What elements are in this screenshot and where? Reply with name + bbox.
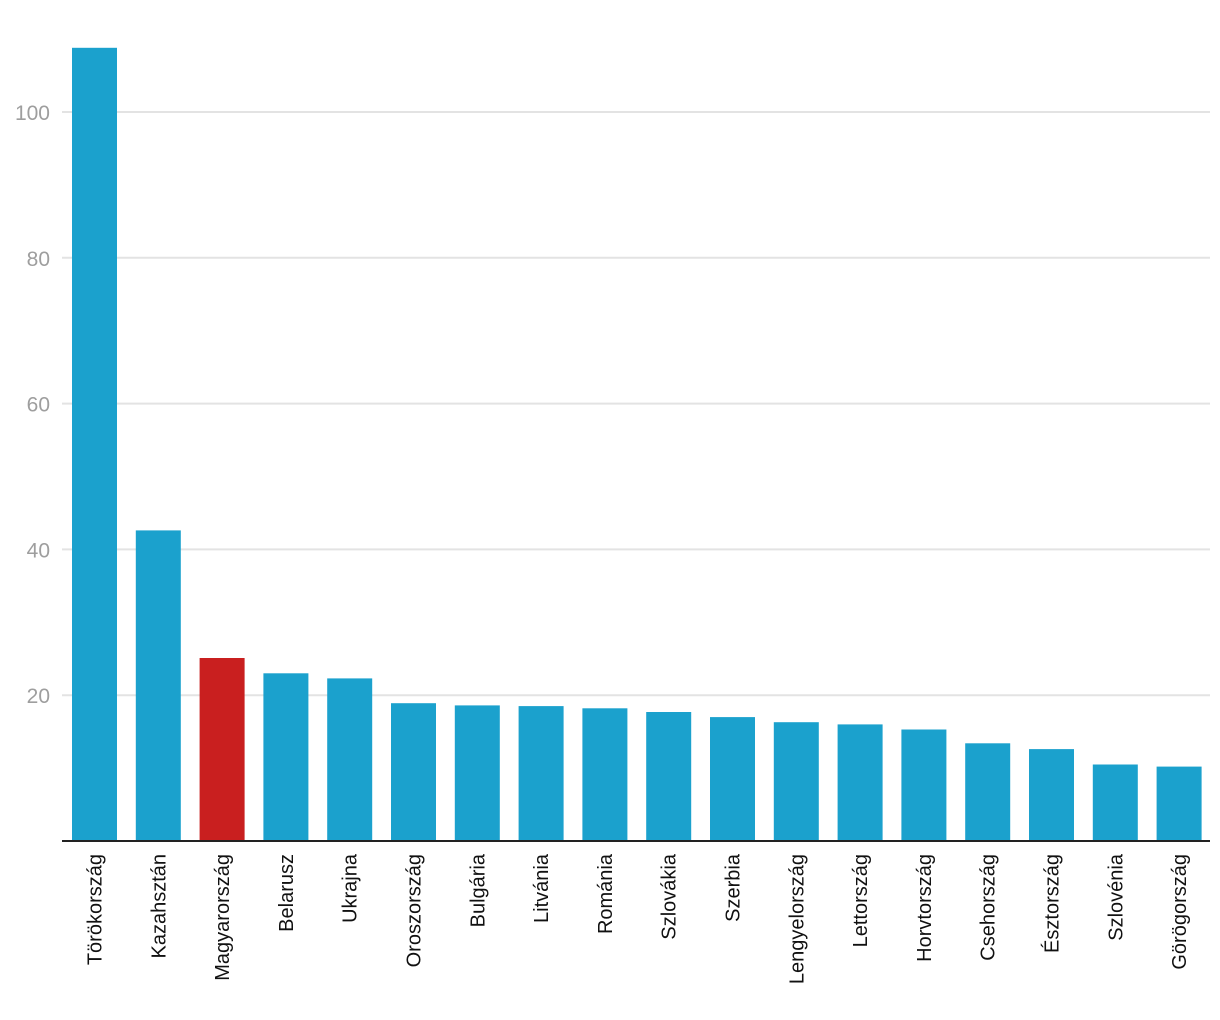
bar-ukrajna [327,678,373,841]
x-tick-label-lettorszag: Lettország [850,854,872,947]
x-tick-label-szerbia: Szerbia [723,853,745,922]
x-tick-label-romania: Románia [595,853,617,934]
bar-gorogorszag [1156,766,1202,841]
x-tick-label-csehorszag: Csehország [978,854,1000,961]
x-tick-label-litvania: Litvánia [531,853,553,923]
x-tick-label-lengyelorszag: Lengyelország [786,854,808,984]
x-tick-label-kazahsztan: Kazahsztán [148,854,170,959]
bar-magyarorszag [199,658,245,841]
x-tick-label-esztorszag: Észtország [1041,854,1064,953]
x-tick-label-szlovenia: Szlovénia [1105,853,1127,941]
bar-bulgaria [454,705,500,841]
x-tick-label-magyarorszag: Magyarország [212,854,234,981]
y-tick-label-40: 40 [27,539,50,562]
bar-csehorszag [965,743,1011,841]
bar-lengyelorszag [773,722,819,841]
bar-szlovakia [646,712,692,841]
y-axis-ticks: 20 40 60 80 100 [15,102,50,708]
x-tick-label-belarusz: Belarusz [276,854,298,932]
x-tick-label-oroszorszag: Oroszország [404,854,426,967]
bars [72,47,1202,842]
bar-esztorszag [1029,749,1074,841]
x-tick-label-ukrajna: Ukrajna [340,853,362,923]
bar-lettorszag [837,724,883,841]
bar-szlovenia [1092,764,1138,841]
bar-romania [582,708,628,841]
x-tick-label-gorogorszag: Görögország [1169,854,1191,970]
x-tick-label-horvtorszag: Horvtország [914,854,936,962]
gridlines [62,111,1210,697]
x-axis-ticks: Törökország Kazahsztán Magyarország Belarus… [85,853,1192,984]
y-tick-label-80: 80 [27,248,50,271]
bar-szerbia [710,717,755,841]
y-tick-label-20: 20 [27,685,50,708]
x-tick-label-torokorszag: Törökország [85,854,107,965]
bar-litvania [518,706,564,841]
x-tick-label-bulgaria: Bulgária [467,853,489,927]
bar-torokorszag [72,47,117,842]
y-tick-label-100: 100 [15,102,50,125]
bar-oroszorszag [391,703,436,841]
bar-belarusz [263,673,309,841]
y-tick-label-60: 60 [27,394,50,417]
bar-horvtorszag [901,729,947,841]
bar-kazahsztan [135,530,181,841]
x-tick-label-szlovakia: Szlovákia [659,853,681,939]
